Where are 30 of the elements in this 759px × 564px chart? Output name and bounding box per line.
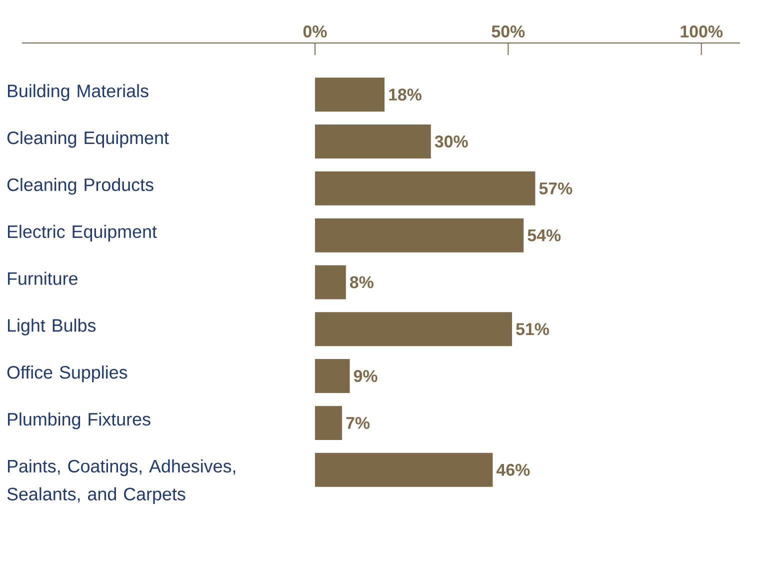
y-tick-label: Light Bulbs — [8, 318, 96, 336]
bar — [315, 265, 346, 300]
y-tick-label: Plumbing Fixtures — [8, 412, 150, 430]
data-label: 30% — [434, 136, 468, 148]
y-tick-label: Cleaning Equipment — [7, 131, 169, 148]
x-tick-label: 50% — [492, 25, 525, 38]
y-tick-label: Electric Equipment — [8, 224, 157, 242]
y-tick-label: Office Supplies — [7, 366, 128, 382]
y-tick-label: Paints, Coatings, Adhesives, Sealants, and Carpets — [7, 459, 236, 504]
data-label: 7% — [346, 417, 370, 429]
data-label: 46% — [496, 464, 530, 476]
data-label: 8% — [350, 276, 374, 288]
bar — [315, 78, 385, 112]
data-label: 54% — [528, 229, 561, 242]
x-tick-label: 100% — [680, 25, 723, 38]
y-tick-label: Building Materials — [8, 84, 148, 101]
bar — [315, 406, 342, 440]
bar — [315, 124, 431, 159]
data-label: 51% — [516, 323, 550, 336]
bar — [315, 452, 493, 487]
bar — [315, 312, 512, 346]
y-tick-label: Furniture — [8, 272, 78, 285]
bar — [315, 359, 350, 394]
data-label: 18% — [389, 88, 422, 101]
y-tick-label: Cleaning Products — [7, 178, 154, 195]
bar — [315, 218, 524, 252]
x-tick-label: 0% — [303, 25, 327, 38]
data-label: 57% — [539, 182, 572, 194]
bar — [315, 171, 536, 206]
data-label: 9% — [354, 370, 378, 382]
